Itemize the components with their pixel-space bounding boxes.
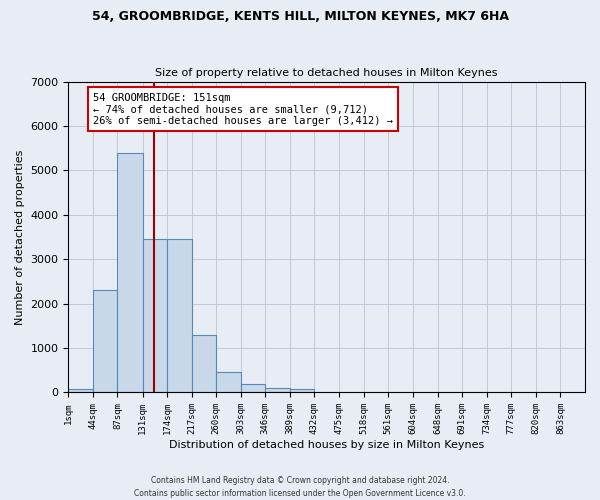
Bar <box>93 290 118 392</box>
Bar <box>265 388 290 392</box>
X-axis label: Distribution of detached houses by size in Milton Keynes: Distribution of detached houses by size … <box>169 440 484 450</box>
Text: 54, GROOMBRIDGE, KENTS HILL, MILTON KEYNES, MK7 6HA: 54, GROOMBRIDGE, KENTS HILL, MILTON KEYN… <box>91 10 509 23</box>
Bar <box>68 389 93 392</box>
Title: Size of property relative to detached houses in Milton Keynes: Size of property relative to detached ho… <box>155 68 498 78</box>
Bar <box>118 152 143 392</box>
Text: 54 GROOMBRIDGE: 151sqm
← 74% of detached houses are smaller (9,712)
26% of semi-: 54 GROOMBRIDGE: 151sqm ← 74% of detached… <box>93 92 393 126</box>
Bar <box>192 334 216 392</box>
Bar <box>167 239 192 392</box>
Y-axis label: Number of detached properties: Number of detached properties <box>15 150 25 324</box>
Bar <box>290 389 314 392</box>
Text: Contains HM Land Registry data © Crown copyright and database right 2024.
Contai: Contains HM Land Registry data © Crown c… <box>134 476 466 498</box>
Bar <box>143 239 167 392</box>
Bar <box>216 372 241 392</box>
Bar <box>241 384 265 392</box>
